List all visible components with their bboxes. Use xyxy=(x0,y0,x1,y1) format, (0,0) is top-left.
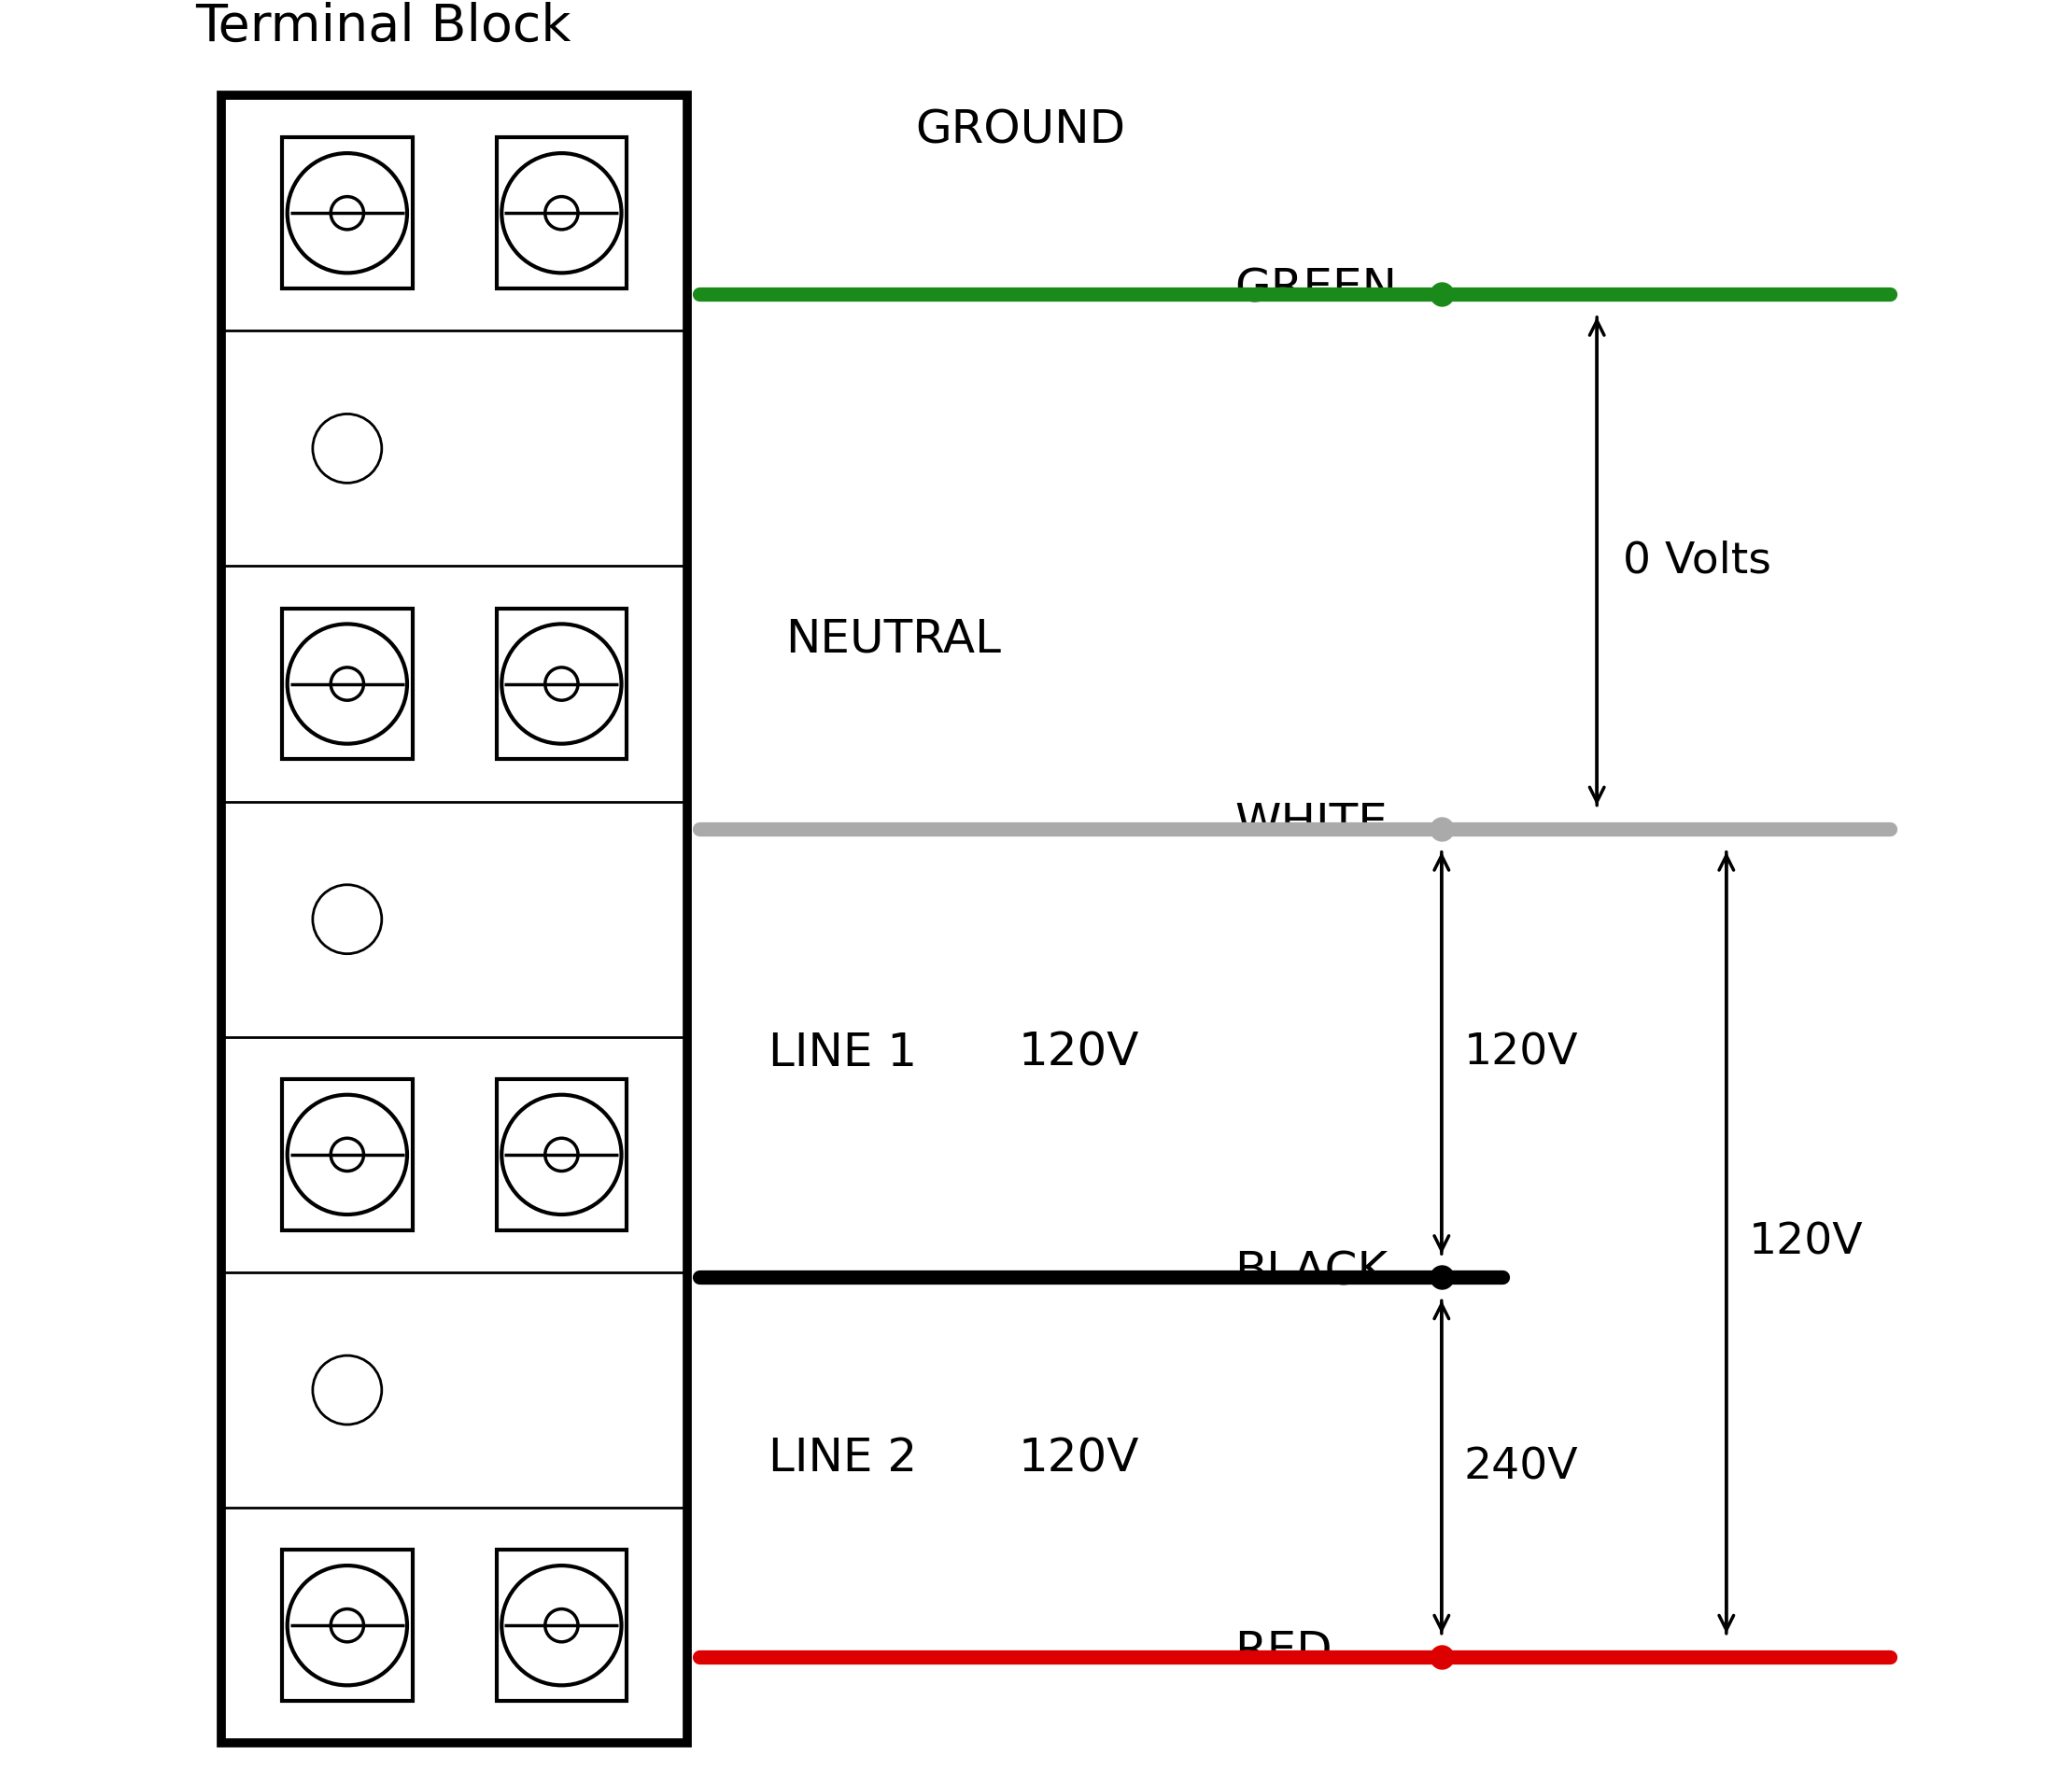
Bar xyxy=(497,1550,626,1700)
Text: 120V: 120V xyxy=(1749,1222,1863,1263)
Bar xyxy=(282,138,412,288)
Bar xyxy=(222,96,688,1742)
Text: 120V: 120V xyxy=(1019,1031,1140,1076)
Text: GREEN: GREEN xyxy=(1235,265,1397,311)
Text: BLACK: BLACK xyxy=(1235,1249,1388,1295)
Bar xyxy=(282,1079,412,1229)
Text: LINE 1: LINE 1 xyxy=(769,1031,918,1076)
Text: 120V: 120V xyxy=(1019,1436,1140,1481)
Ellipse shape xyxy=(288,1095,406,1215)
Ellipse shape xyxy=(545,667,578,701)
Text: RED: RED xyxy=(1235,1629,1332,1673)
Ellipse shape xyxy=(332,196,365,230)
Ellipse shape xyxy=(501,154,622,272)
Text: 120V: 120V xyxy=(1465,1031,1579,1074)
Ellipse shape xyxy=(313,1355,381,1424)
Ellipse shape xyxy=(288,1566,406,1686)
Ellipse shape xyxy=(313,884,381,953)
Text: GROUND: GROUND xyxy=(916,108,1125,152)
Ellipse shape xyxy=(545,196,578,230)
Bar xyxy=(282,609,412,759)
Text: LINE 2: LINE 2 xyxy=(769,1436,918,1481)
Ellipse shape xyxy=(332,1137,365,1171)
Bar xyxy=(497,609,626,759)
Ellipse shape xyxy=(332,1610,365,1642)
Text: WHITE: WHITE xyxy=(1235,801,1388,846)
Text: 0 Volts: 0 Volts xyxy=(1622,540,1772,582)
Ellipse shape xyxy=(288,624,406,743)
Ellipse shape xyxy=(501,624,622,743)
Ellipse shape xyxy=(545,1610,578,1642)
Bar xyxy=(497,138,626,288)
Bar xyxy=(497,1079,626,1229)
Ellipse shape xyxy=(288,154,406,272)
Ellipse shape xyxy=(545,1137,578,1171)
Ellipse shape xyxy=(501,1095,622,1215)
Text: 240V: 240V xyxy=(1465,1445,1579,1488)
Ellipse shape xyxy=(501,1566,622,1686)
Ellipse shape xyxy=(332,667,365,701)
Text: NEUTRAL: NEUTRAL xyxy=(785,616,1001,662)
Ellipse shape xyxy=(313,414,381,483)
Text: Terminal Block: Terminal Block xyxy=(195,2,572,53)
Bar xyxy=(282,1550,412,1700)
